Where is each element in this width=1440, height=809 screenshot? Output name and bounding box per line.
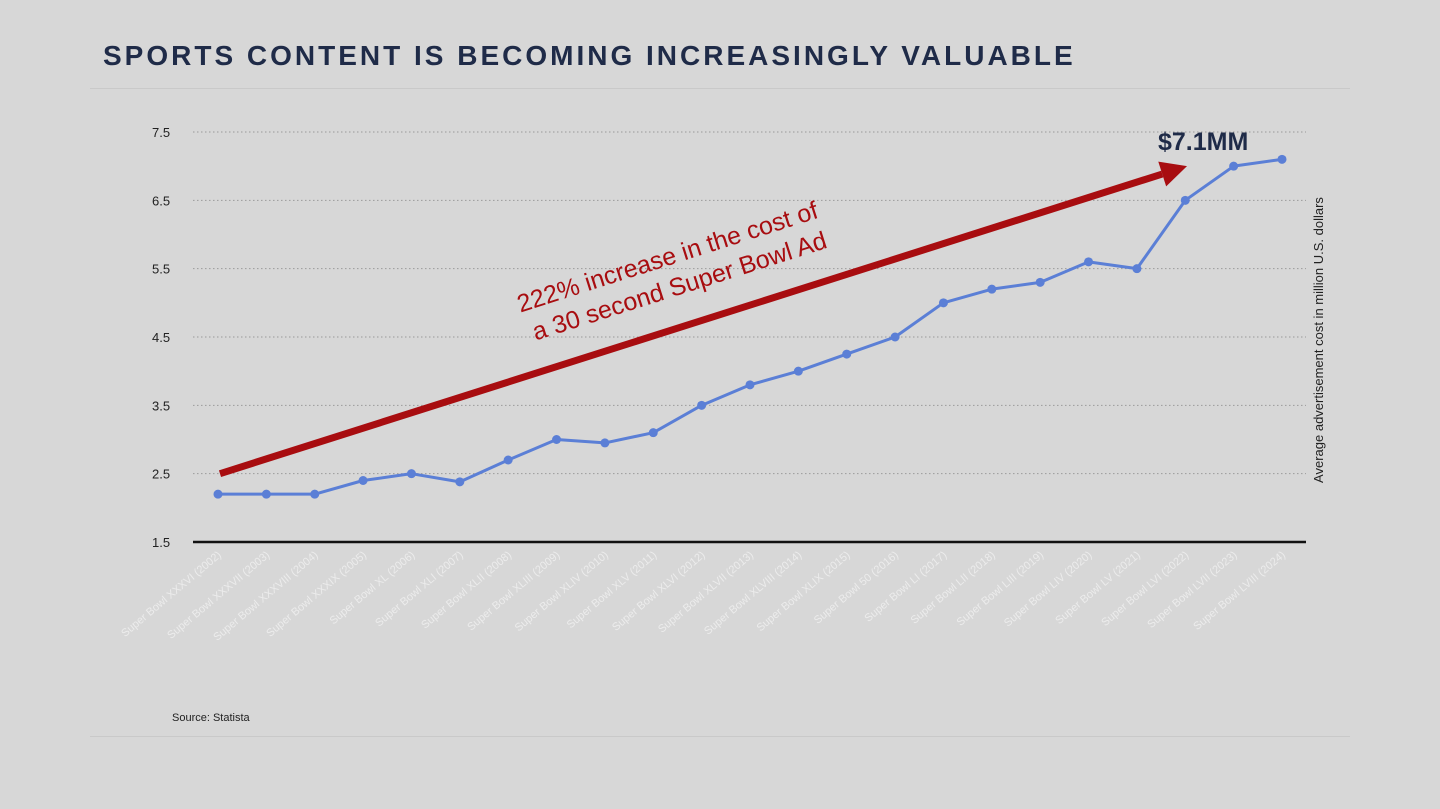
data-point bbox=[600, 438, 610, 448]
x-category-label: Super Bowl LIII (2019) bbox=[955, 549, 1047, 629]
x-category-label: Super Bowl XLV (2011) bbox=[565, 549, 660, 631]
data-point bbox=[987, 284, 997, 294]
data-point bbox=[1084, 257, 1094, 267]
data-point bbox=[1229, 161, 1239, 171]
data-point bbox=[1180, 195, 1190, 205]
x-category-label: Super Bowl LVI (2022) bbox=[1099, 549, 1191, 629]
data-point bbox=[745, 380, 755, 390]
source-note: Source: Statista bbox=[172, 712, 250, 724]
slide-title: SPORTS CONTENT IS BECOMING INCREASINGLY … bbox=[103, 40, 1076, 71]
data-point bbox=[1132, 264, 1142, 274]
data-point bbox=[938, 298, 948, 308]
x-category-label: Super Bowl XLVI (2012) bbox=[610, 549, 707, 634]
data-point bbox=[310, 489, 320, 499]
data-point bbox=[406, 469, 416, 479]
y-tick-label: 5.5 bbox=[152, 262, 170, 277]
x-category-label: Super Bowl XLVIII (2014) bbox=[702, 549, 804, 637]
y-tick-label: 7.5 bbox=[152, 125, 170, 140]
trend-arrow-head bbox=[1158, 161, 1187, 187]
data-point bbox=[648, 428, 658, 438]
y-tick-label: 1.5 bbox=[152, 535, 170, 550]
x-category-label: Super Bowl LVII (2023) bbox=[1145, 549, 1239, 631]
data-point bbox=[503, 455, 513, 465]
series-line bbox=[218, 157, 1283, 496]
data-point bbox=[213, 489, 223, 499]
data-point bbox=[1277, 154, 1287, 164]
x-category-label: Super Bowl 50 (2016) bbox=[812, 549, 901, 627]
data-point bbox=[697, 400, 707, 410]
x-category-label: Super Bowl LI (2017) bbox=[863, 549, 950, 625]
data-point bbox=[455, 477, 465, 487]
y-axis-label: Average advertisement cost in million U.… bbox=[1311, 197, 1326, 483]
x-category-label: Super Bowl XLII (2008) bbox=[419, 549, 514, 631]
x-category-label: Super Bowl LIV (2020) bbox=[1002, 549, 1094, 629]
x-category-label: Super Bowl XLIX (2015) bbox=[755, 549, 853, 634]
top-divider bbox=[90, 88, 1350, 89]
data-point bbox=[358, 476, 368, 485]
x-category-label: Super Bowl XLIV (2010) bbox=[513, 549, 611, 634]
x-category-label: Super Bowl LII (2018) bbox=[909, 549, 998, 627]
end-value-label: $7.1MM bbox=[1158, 128, 1248, 156]
bottom-divider bbox=[90, 736, 1350, 737]
x-category-label: Super Bowl LV (2021) bbox=[1053, 549, 1143, 627]
data-point bbox=[552, 435, 562, 444]
trend-arrow-shaft bbox=[218, 170, 1164, 478]
x-category-label: Super Bowl XXXIX (2005) bbox=[264, 549, 369, 640]
data-point bbox=[793, 366, 803, 376]
data-point bbox=[890, 332, 900, 342]
y-tick-label: 4.5 bbox=[152, 330, 170, 345]
x-category-label: Super Bowl XL (2006) bbox=[328, 549, 418, 627]
y-tick-label: 2.5 bbox=[152, 467, 170, 482]
x-category-label: Super Bowl XLI (2007) bbox=[373, 549, 465, 629]
data-point bbox=[261, 489, 271, 499]
y-tick-label: 6.5 bbox=[152, 193, 170, 208]
x-category-label: Super Bowl LVIII (2024) bbox=[1191, 549, 1288, 633]
data-point bbox=[842, 349, 852, 359]
x-category-label: Super Bowl XLVII (2013) bbox=[656, 549, 756, 635]
x-category-label: Super Bowl XLIII (2009) bbox=[465, 549, 562, 633]
data-point bbox=[1035, 277, 1045, 287]
y-tick-label: 3.5 bbox=[152, 398, 170, 413]
